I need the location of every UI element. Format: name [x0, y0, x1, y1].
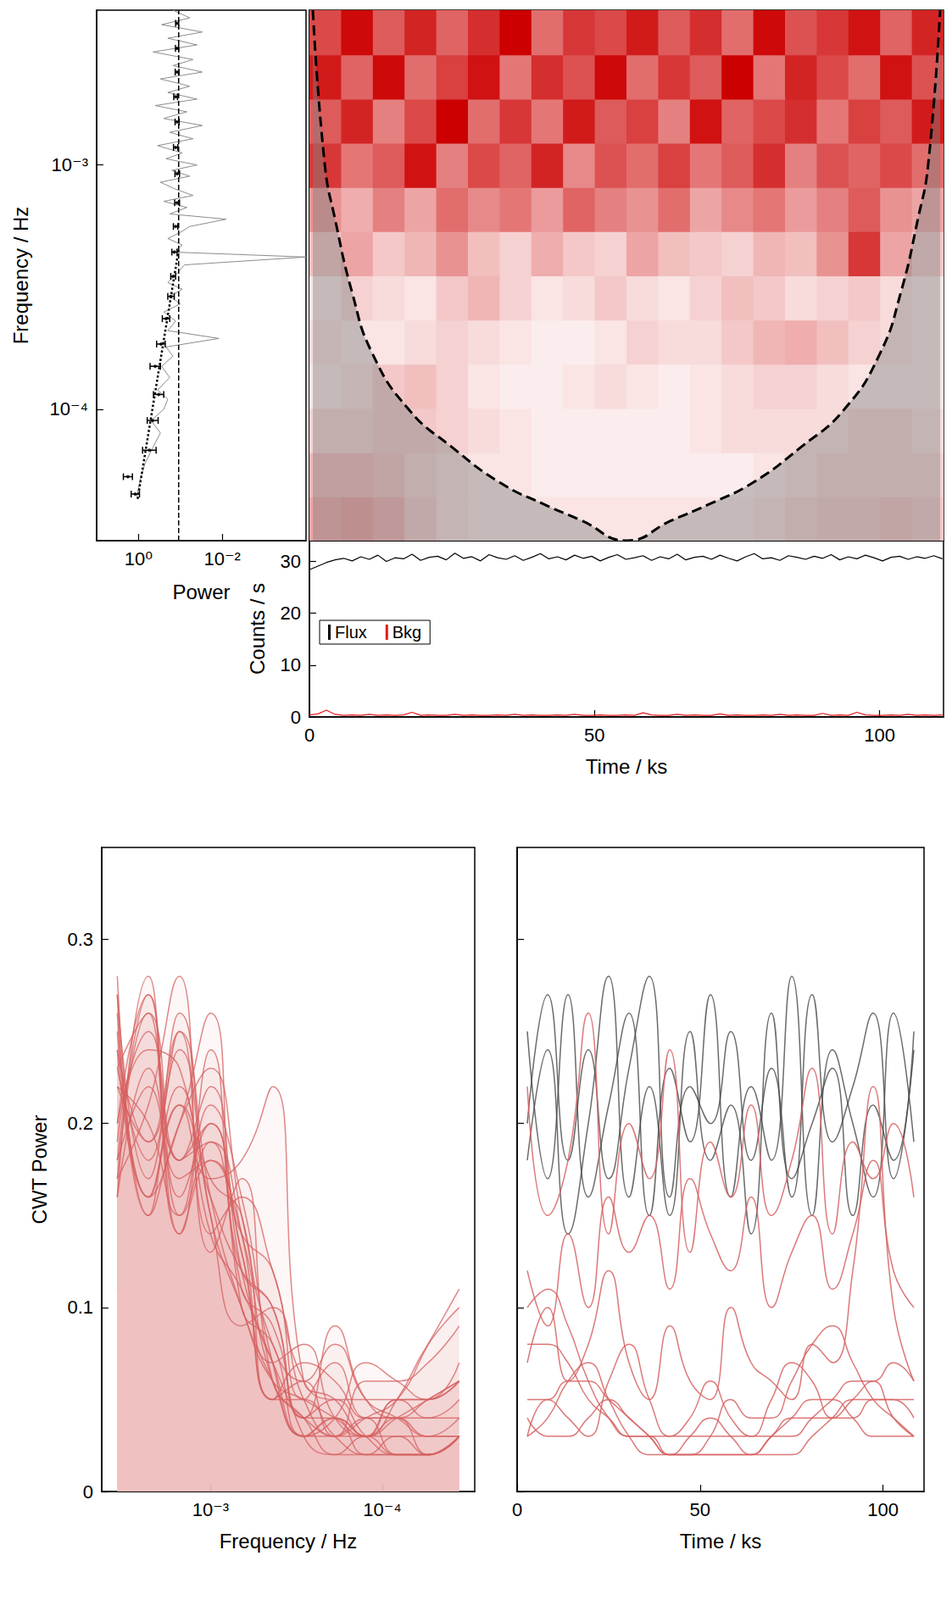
- svg-text:Time / ks: Time / ks: [585, 755, 668, 779]
- svg-text:Counts / s: Counts / s: [245, 583, 269, 675]
- svg-text:30: 30: [280, 551, 301, 573]
- svg-text:10⁻⁴: 10⁻⁴: [362, 1499, 402, 1521]
- svg-text:0.1: 0.1: [66, 1297, 94, 1319]
- svg-text:50: 50: [690, 1499, 711, 1521]
- svg-text:CWT Power: CWT Power: [27, 1115, 51, 1225]
- svg-text:10⁰: 10⁰: [124, 548, 153, 570]
- svg-text:100: 100: [863, 724, 896, 747]
- svg-text:0: 0: [83, 1481, 94, 1504]
- svg-text:0: 0: [304, 724, 315, 747]
- svg-text:100: 100: [867, 1499, 899, 1521]
- svg-text:Power: Power: [172, 580, 230, 604]
- svg-text:0.3: 0.3: [66, 929, 94, 951]
- svg-text:0: 0: [512, 1499, 523, 1521]
- svg-text:10⁻³: 10⁻³: [51, 154, 89, 176]
- svg-text:50: 50: [584, 724, 605, 747]
- svg-text:10: 10: [280, 654, 301, 676]
- svg-text:0: 0: [290, 707, 301, 729]
- svg-text:10⁻²: 10⁻²: [203, 548, 240, 570]
- svg-text:0.2: 0.2: [66, 1113, 94, 1135]
- svg-text:Bkg: Bkg: [392, 623, 422, 642]
- svg-text:Flux: Flux: [334, 623, 368, 642]
- svg-text:10⁻⁴: 10⁻⁴: [49, 398, 89, 420]
- svg-text:20: 20: [280, 602, 301, 624]
- svg-text:10⁻³: 10⁻³: [192, 1499, 229, 1521]
- svg-text:Time / ks: Time / ks: [679, 1530, 762, 1554]
- svg-text:Frequency / Hz: Frequency / Hz: [9, 206, 33, 346]
- svg-text:Frequency / Hz: Frequency / Hz: [219, 1530, 358, 1554]
